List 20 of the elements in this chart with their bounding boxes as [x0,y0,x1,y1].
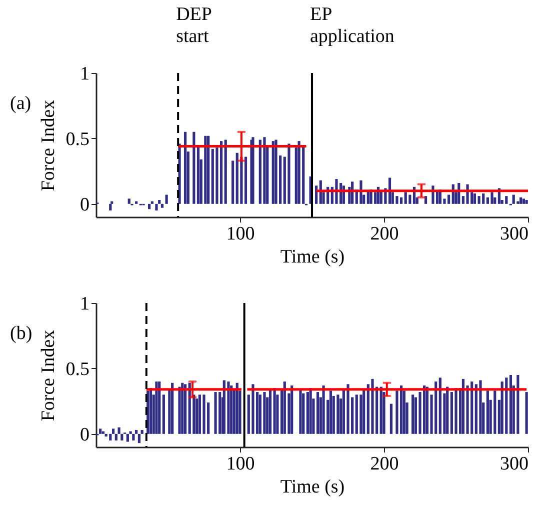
x-tick-label: 200 [370,224,399,244]
x-tick-label: 100 [226,224,255,244]
text: (b) [10,323,32,344]
y-tick-label: 0 [80,424,90,446]
x-tick-label: 200 [370,454,399,474]
y-tick-label: 1 [80,294,90,314]
y-axis-title: Force Index [38,329,59,422]
ref-line-label: EP application [310,4,395,47]
y-tick-label: 0.5 [66,128,90,150]
y-tick-label: 0.5 [66,358,90,380]
y-axis-title: Force Index [38,99,59,192]
x-axis-title: Time (s) [280,246,345,268]
text: (a) [10,93,32,114]
x-tick-label: 100 [226,454,255,474]
y-tick-label: 0 [80,194,90,216]
y-tick-label: 1 [80,64,90,84]
x-tick-label: 300 [500,454,528,474]
x-tick-label: 300 [500,224,528,244]
x-axis-title: Time (s) [280,476,345,498]
ref-line-label: DEP start [176,4,212,47]
